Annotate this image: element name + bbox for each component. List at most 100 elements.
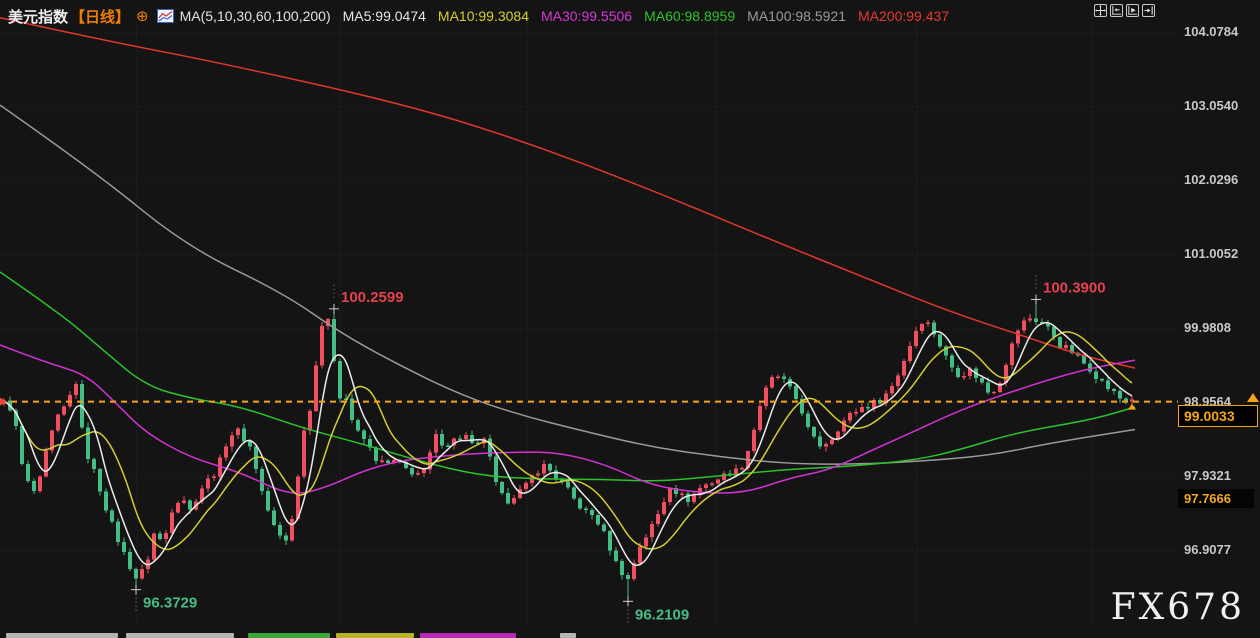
candle [1130, 399, 1134, 402]
candle [764, 387, 768, 406]
candle [566, 481, 570, 488]
candle [830, 439, 834, 444]
axis-play-icon[interactable] [1126, 4, 1139, 17]
candle [38, 476, 42, 491]
candle [308, 410, 312, 431]
clipped-text-fragment [420, 633, 516, 638]
candle [920, 324, 924, 331]
candle [26, 463, 30, 481]
high-price-annotation: 100.3900 [1043, 279, 1106, 296]
candle [950, 355, 954, 368]
candle [902, 361, 906, 376]
indicator-chart-icon[interactable] [156, 9, 174, 23]
axis-tick-label: 102.0296 [1184, 172, 1239, 187]
candle [584, 508, 588, 511]
candle [188, 500, 192, 510]
axis-compress-left-icon[interactable] [1110, 4, 1123, 17]
grid-layer [0, 14, 1178, 628]
candle [1106, 380, 1110, 389]
candle [476, 442, 480, 445]
candle [44, 450, 48, 477]
candle [182, 500, 186, 503]
candle [608, 530, 612, 551]
candle [470, 434, 474, 443]
candle [74, 383, 78, 396]
candle [494, 456, 498, 482]
pan-crosshair-icon[interactable] [1094, 4, 1107, 17]
candle [302, 430, 306, 477]
go-to-latest-icon[interactable] [1142, 4, 1155, 17]
candle [368, 439, 372, 448]
candle [1052, 326, 1056, 337]
candle [1124, 398, 1128, 402]
candle [230, 435, 234, 447]
candle [518, 489, 522, 498]
ma-values-group: MA5:99.0474 MA10:99.3084 MA30:99.5506 MA60:… [331, 8, 949, 24]
ma5-line [3, 321, 1133, 567]
candle [440, 434, 444, 446]
ma-settings-label[interactable]: MA(5,10,30,60,100,200) [179, 8, 331, 24]
candle [338, 360, 342, 399]
candle [170, 512, 174, 534]
ma-value: MA200:99.437 [858, 8, 950, 24]
candle [938, 334, 942, 347]
candle [128, 551, 132, 569]
candle [926, 322, 930, 324]
candle [782, 376, 786, 379]
candle [800, 399, 804, 414]
candle [884, 393, 888, 404]
high-price-annotation: 100.2599 [341, 289, 404, 306]
candle [152, 533, 156, 560]
candle [596, 515, 600, 525]
candle [1082, 355, 1086, 364]
candle [50, 430, 54, 451]
candle [692, 495, 696, 502]
candle [488, 438, 492, 457]
ma-value: MA30:99.5506 [540, 8, 633, 24]
candle [590, 510, 594, 516]
clipped-text-fragment [6, 633, 118, 638]
candle [896, 375, 900, 386]
candle [1094, 371, 1098, 379]
marked-price-label: 97.7666 [1178, 489, 1254, 508]
clipped-text-fragment [336, 633, 414, 638]
candle [452, 438, 456, 446]
candle [296, 476, 300, 519]
candle [356, 420, 360, 431]
ma-value: MA5:99.0474 [342, 8, 426, 24]
clipped-text-fragment [560, 633, 576, 638]
add-indicator-icon[interactable]: ⊕ [136, 8, 149, 25]
candle [1070, 345, 1074, 354]
candle [320, 326, 324, 366]
low-price-annotation: 96.2109 [635, 606, 689, 623]
candle [914, 330, 918, 347]
candle [602, 524, 606, 531]
candles-layer [2, 299, 1134, 602]
candle [1046, 323, 1050, 327]
period-selector[interactable]: 【日线】 [70, 8, 131, 26]
axis-tick-label: 96.9077 [1184, 541, 1231, 557]
ma-value: MA100:98.5921 [747, 8, 846, 24]
candle [752, 430, 756, 452]
candle [362, 430, 366, 440]
candle [482, 438, 486, 444]
candle [908, 346, 912, 362]
candle [536, 473, 540, 476]
candle [428, 452, 432, 470]
candle [1022, 320, 1026, 331]
candle [410, 467, 414, 475]
candle [1088, 363, 1092, 372]
candle [932, 322, 936, 335]
candle [848, 413, 852, 421]
candle [224, 446, 228, 458]
candle [20, 426, 24, 464]
candle [386, 460, 390, 463]
current-price-label: 99.0033 [1178, 405, 1258, 427]
candle [530, 475, 534, 484]
symbol-title: 美元指数 [8, 8, 69, 26]
candle [248, 441, 252, 447]
candle [656, 513, 660, 525]
candle [98, 469, 102, 492]
price-axis[interactable]: 96.9077 97.9321 98.9564 99.9808 101.0052 102.… [1178, 0, 1260, 638]
